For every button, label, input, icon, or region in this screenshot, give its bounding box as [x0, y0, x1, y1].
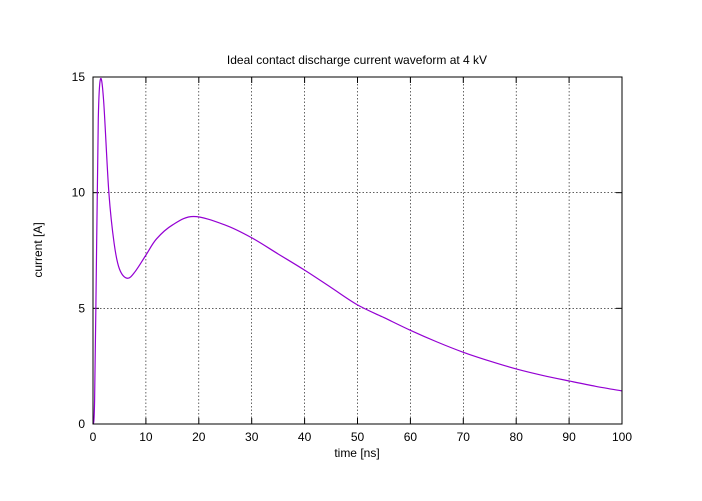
y-tick-label: 15	[72, 70, 86, 84]
x-tick-label: 20	[192, 430, 206, 444]
x-tick-label: 0	[90, 430, 97, 444]
ticks: 0 10 20 30 40 50 60 70 80 90 100 0 5 10 15	[72, 70, 633, 444]
series-line	[92, 77, 623, 425]
plot-frame	[92, 76, 623, 425]
x-tick-label: 60	[404, 430, 418, 444]
y-axis-label: current [A]	[31, 222, 45, 277]
x-tick-label: 30	[245, 430, 259, 444]
grid	[93, 77, 622, 424]
y-tick-label: 0	[78, 417, 85, 431]
x-tick-label: 70	[457, 430, 471, 444]
x-tick-label: 50	[351, 430, 365, 444]
x-tick-label: 80	[510, 430, 524, 444]
x-tick-label: 40	[298, 430, 312, 444]
y-tick-label: 10	[72, 186, 86, 200]
x-tick-label: 10	[139, 430, 153, 444]
x-tick-label: 100	[612, 430, 632, 444]
y-tick-label: 5	[78, 301, 85, 315]
x-tick-label: 90	[562, 430, 576, 444]
chart-title: Ideal contact discharge current waveform…	[227, 53, 487, 67]
x-axis-label: time [ns]	[334, 446, 379, 460]
